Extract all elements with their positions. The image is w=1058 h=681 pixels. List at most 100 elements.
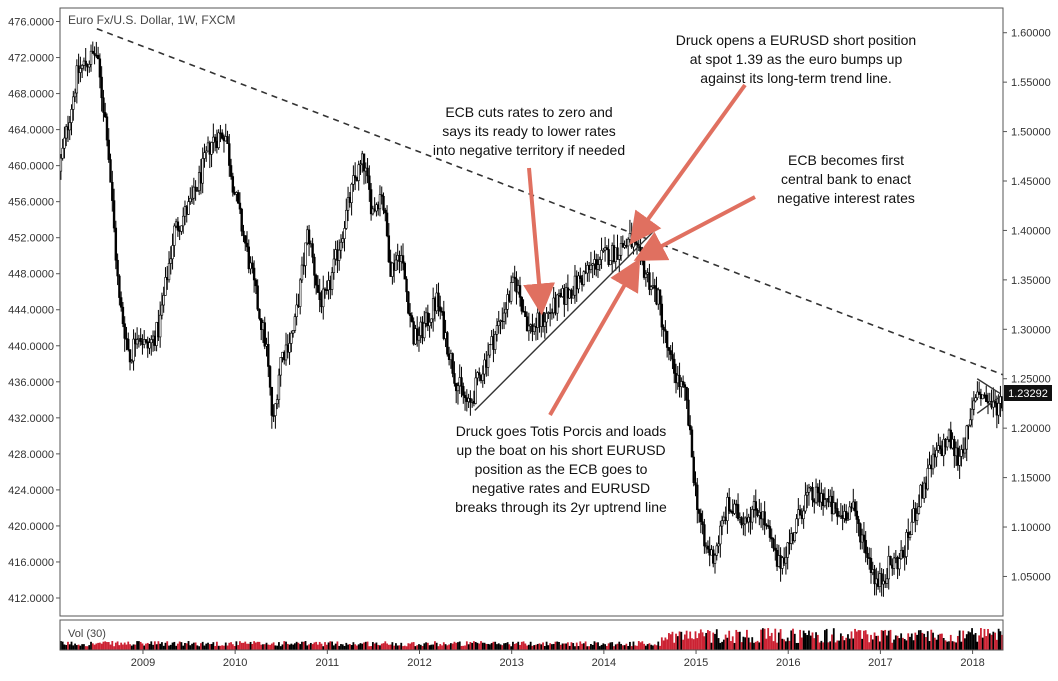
volume-bar: [409, 643, 412, 650]
left-tick-label: 472.0000: [8, 53, 54, 65]
annotation-ecb-cuts-line-1: says its ready to lower rates: [442, 123, 616, 139]
candle-body: [84, 60, 87, 66]
volume-bar: [441, 645, 443, 650]
volume-bar: [389, 644, 392, 650]
volume-bar: [799, 629, 801, 650]
candle-body: [182, 215, 185, 227]
candle-body: [72, 96, 75, 110]
volume-bar: [134, 644, 137, 650]
candle-body: [116, 259, 119, 277]
volume-bar: [623, 645, 626, 650]
candle-body: [545, 313, 548, 323]
left-tick-label: 440.0000: [8, 341, 54, 353]
candle-body: [862, 534, 866, 541]
candle-body: [298, 279, 302, 307]
volume-bar: [634, 645, 637, 650]
volume-bar: [309, 642, 312, 650]
candle-body: [798, 509, 802, 516]
volume-label: Vol (30): [68, 628, 106, 640]
volume-bar: [992, 631, 995, 650]
volume-bar: [660, 637, 663, 650]
candle-body: [451, 353, 454, 374]
candle-body: [295, 304, 298, 318]
candle-body: [967, 424, 970, 427]
candle-body: [846, 518, 850, 521]
volume-bar: [543, 645, 546, 650]
volume-bar: [118, 645, 121, 650]
volume-bar: [925, 637, 927, 650]
annotation-ecb-cuts-line-2: into negative territory if needed: [433, 142, 625, 158]
candle-body: [866, 552, 869, 558]
x-tick-label: 2010: [223, 657, 247, 669]
candle-body: [699, 513, 703, 523]
volume-bar: [556, 641, 559, 650]
volume-bar: [535, 644, 537, 650]
left-tick-label: 476.0000: [8, 17, 54, 29]
volume-bar: [407, 643, 410, 650]
volume-bar: [205, 643, 208, 650]
volume-bar: [109, 644, 112, 650]
candle-body: [618, 254, 621, 260]
candle-body: [591, 263, 594, 266]
volume-bar: [512, 641, 514, 650]
volume-bar: [65, 645, 68, 650]
candle-body: [300, 264, 304, 281]
volume-bar: [184, 642, 186, 650]
volume-bar: [898, 638, 901, 650]
candle-body: [345, 209, 348, 229]
volume-bar: [400, 642, 403, 650]
candle-body: [763, 511, 766, 526]
volume-bar: [870, 634, 872, 650]
candle-body: [127, 338, 130, 350]
volume-bar: [86, 646, 89, 650]
candle-body: [946, 439, 949, 448]
volume-bar: [705, 632, 708, 650]
volume-bar: [836, 640, 839, 650]
candle-body: [504, 308, 508, 314]
candle-body: [462, 386, 465, 396]
right-tick-label: 1.45000: [1011, 176, 1051, 188]
volume-bar: [315, 641, 318, 650]
volume-bar: [460, 645, 463, 650]
x-tick-label: 2009: [131, 657, 155, 669]
volume-bar: [153, 641, 156, 650]
volume-bar: [292, 644, 295, 650]
volume-bar: [469, 642, 472, 650]
candle-body: [642, 260, 646, 278]
volume-bar: [820, 640, 823, 650]
candle-body: [408, 312, 412, 316]
volume-bar: [146, 642, 149, 650]
trend-line-wedge-top: [976, 378, 1001, 395]
volume-bar: [448, 644, 451, 650]
volume-bar: [673, 642, 676, 650]
candle-body: [589, 264, 593, 270]
candle-body: [600, 250, 603, 260]
volume-bar: [889, 629, 892, 650]
volume-bar: [972, 634, 975, 650]
candle-body: [598, 259, 601, 265]
volume-bar: [263, 644, 266, 650]
volume-bar: [442, 642, 445, 650]
volume-bar: [508, 644, 511, 650]
volume-bar: [831, 634, 833, 650]
volume-bar: [917, 630, 920, 650]
candle-body: [910, 521, 913, 535]
volume-bar: [671, 631, 674, 650]
volume-bar: [792, 628, 794, 650]
volume-bar: [978, 635, 981, 650]
candle-body: [277, 374, 281, 400]
candle-body: [768, 526, 772, 538]
volume-bar: [329, 641, 332, 650]
candle-body: [720, 520, 724, 527]
volume-bar: [526, 645, 529, 650]
volume-bar: [722, 639, 725, 650]
candle-body: [190, 197, 194, 200]
volume-bar: [877, 635, 879, 650]
candle-body: [330, 272, 334, 290]
volume-bar: [873, 632, 876, 650]
volume-bar: [886, 635, 888, 650]
volume-bar: [398, 645, 401, 650]
volume-bar: [340, 644, 342, 650]
candle-body: [357, 164, 360, 181]
volume-bar: [412, 642, 415, 650]
